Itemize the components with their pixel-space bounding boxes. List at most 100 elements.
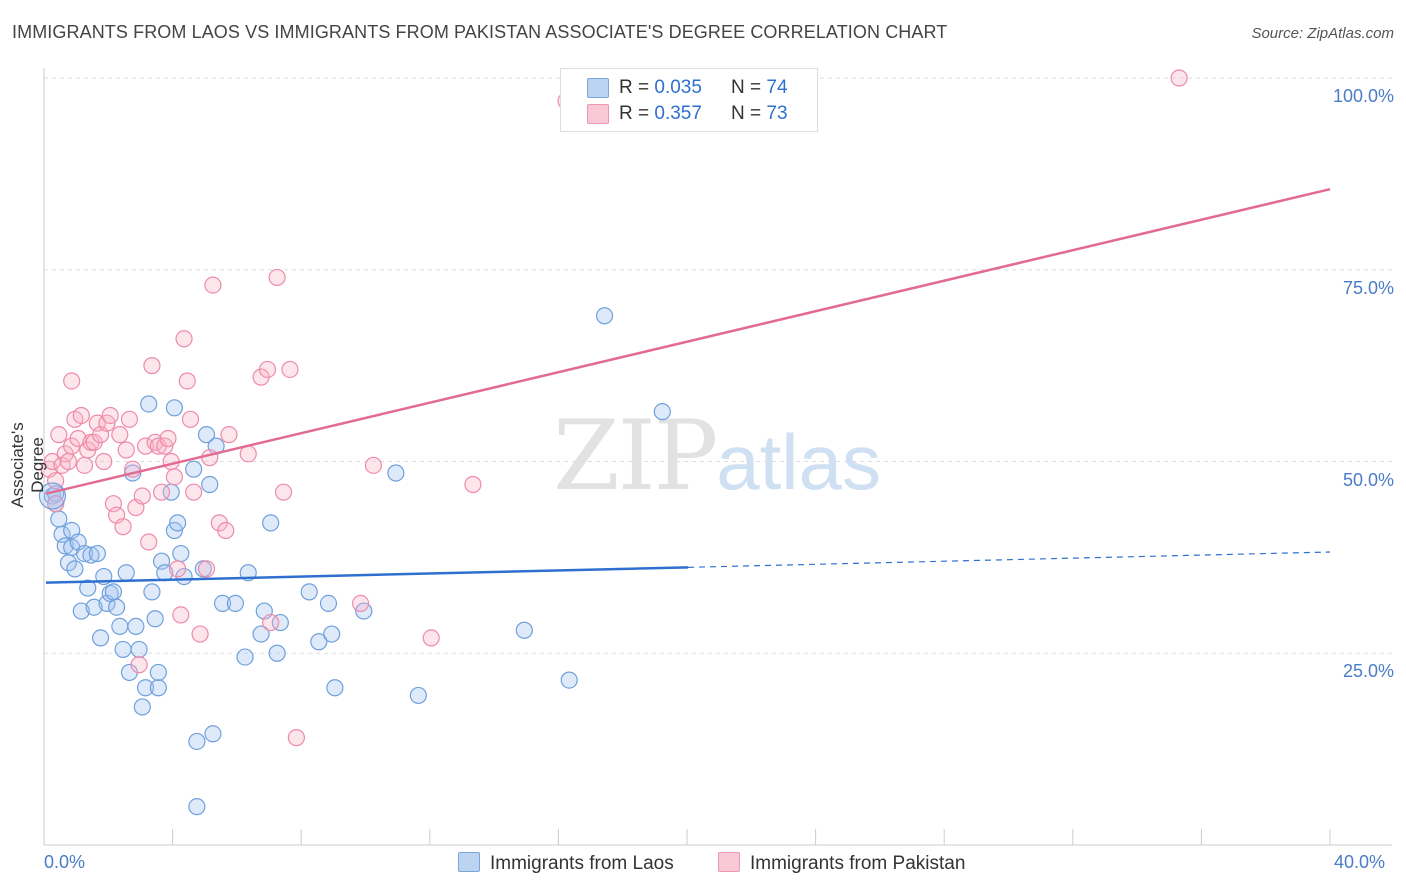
- data-point-pakistan: [422, 629, 440, 647]
- data-point-pakistan: [101, 406, 119, 425]
- y-tick-label-25: 25.0%: [1342, 661, 1394, 682]
- data-point-pakistan: [191, 625, 209, 643]
- data-point-laos: [188, 732, 206, 751]
- data-point-laos: [236, 648, 254, 666]
- data-point-laos: [213, 594, 232, 612]
- data-point-laos: [143, 583, 161, 601]
- data-point-pakistan: [197, 560, 216, 578]
- data-point-laos: [319, 594, 338, 612]
- data-point-laos: [85, 598, 103, 616]
- legend-row-laos: R = 0.035 N = 74: [561, 77, 817, 103]
- data-point-laos: [133, 698, 151, 716]
- data-point-pakistan: [268, 268, 286, 287]
- bottom-legend-swatch-pakistan: [718, 852, 740, 872]
- data-point-pakistan: [95, 452, 113, 471]
- data-point-pakistan: [140, 533, 158, 551]
- data-point-laos: [262, 514, 280, 532]
- data-point-pakistan: [175, 330, 193, 348]
- chart-title: IMMIGRANTS FROM LAOS VS IMMIGRANTS FROM …: [12, 22, 948, 42]
- data-point-laos: [149, 679, 167, 697]
- data-point-laos: [56, 537, 74, 555]
- data-point-pakistan: [133, 487, 151, 505]
- data-point-pakistan: [185, 483, 203, 501]
- data-point-laos: [515, 621, 533, 639]
- data-point-pakistan: [287, 729, 305, 747]
- data-point-laos: [140, 395, 158, 413]
- data-point-pakistan: [114, 518, 132, 536]
- legend-row-pakistan: R = 0.357 N = 73: [561, 103, 817, 129]
- data-point-laos: [268, 644, 286, 662]
- legend-n-pakistan: N = 73: [731, 103, 788, 124]
- data-point-pakistan: [152, 483, 171, 501]
- data-point-laos: [114, 640, 132, 659]
- y-axis-title: Associate's Degree: [8, 422, 47, 508]
- data-point-pakistan: [258, 360, 277, 379]
- data-point-laos: [653, 403, 671, 421]
- data-point-pakistan: [262, 613, 280, 632]
- data-point-laos: [104, 583, 123, 601]
- source-label: Source: ZipAtlas.com: [1251, 25, 1394, 42]
- legend-r-laos: R = 0.035: [619, 77, 702, 98]
- data-point-laos: [82, 546, 100, 564]
- data-point-laos: [201, 475, 219, 494]
- data-point-pakistan: [50, 426, 68, 444]
- data-point-laos: [326, 679, 344, 697]
- data-point-pakistan: [69, 429, 87, 448]
- data-point-pakistan: [220, 426, 238, 444]
- data-point-laos: [79, 579, 97, 597]
- legend-r-pakistan: R = 0.357: [619, 103, 702, 124]
- data-point-pakistan: [143, 357, 161, 375]
- x-tick-label-max: 40.0%: [1334, 852, 1386, 872]
- data-point-laos: [117, 564, 135, 582]
- data-point-pakistan: [165, 468, 183, 486]
- data-point-pakistan: [464, 475, 482, 494]
- x-tick-label-min: 0.0%: [44, 852, 86, 872]
- data-point-pakistan: [274, 483, 293, 501]
- data-point-laos: [409, 686, 427, 705]
- data-point-laos: [204, 725, 222, 743]
- data-point-laos: [595, 307, 614, 325]
- data-point-pakistan: [117, 441, 135, 459]
- data-point-laos: [108, 598, 126, 616]
- data-point-laos: [130, 640, 148, 659]
- bottom-legend-swatch-laos: [458, 852, 480, 872]
- data-point-laos: [50, 510, 68, 528]
- trend-line-laos: [45, 566, 689, 584]
- data-point-laos: [310, 633, 328, 651]
- data-point-pakistan: [130, 656, 148, 674]
- data-point-pakistan: [172, 606, 190, 624]
- correlation-legend: R = 0.035 N = 74 R = 0.357 N = 73: [560, 68, 818, 132]
- data-point-pakistan: [72, 406, 90, 425]
- data-point-pakistan: [159, 429, 177, 448]
- legend-n-laos: N = 74: [731, 77, 788, 98]
- data-point-laos: [387, 464, 405, 482]
- y-tick-label-100: 100.0%: [1332, 86, 1394, 106]
- data-point-laos: [91, 629, 110, 647]
- watermark-zip: ZIP: [553, 400, 718, 512]
- data-point-laos: [300, 583, 318, 601]
- data-point-pakistan: [1170, 69, 1188, 87]
- data-point-laos: [226, 594, 244, 612]
- data-point-laos: [560, 671, 578, 689]
- bottom-legend-pakistan: Immigrants from Pakistan: [718, 852, 965, 875]
- data-point-laos: [185, 460, 203, 478]
- y-tick-label-75: 75.0%: [1342, 277, 1394, 298]
- data-point-pakistan: [169, 560, 187, 578]
- data-point-pakistan: [181, 410, 200, 428]
- data-point-pakistan: [364, 456, 383, 474]
- data-point-laos: [197, 426, 216, 444]
- data-point-laos: [72, 602, 90, 620]
- data-point-laos: [252, 625, 270, 643]
- data-point-laos: [88, 544, 106, 563]
- data-point-laos: [323, 625, 341, 643]
- data-point-pakistan: [281, 360, 299, 379]
- bottom-legend-laos: Immigrants from Laos: [458, 852, 674, 875]
- data-point-pakistan: [201, 449, 219, 467]
- data-point-laos: [146, 610, 164, 628]
- data-point-pakistan: [217, 521, 235, 540]
- trend-line-laos-extrapolated: [687, 551, 1331, 568]
- data-point-pakistan: [63, 372, 81, 390]
- data-point-pakistan: [136, 437, 155, 455]
- data-point-pakistan: [351, 594, 370, 612]
